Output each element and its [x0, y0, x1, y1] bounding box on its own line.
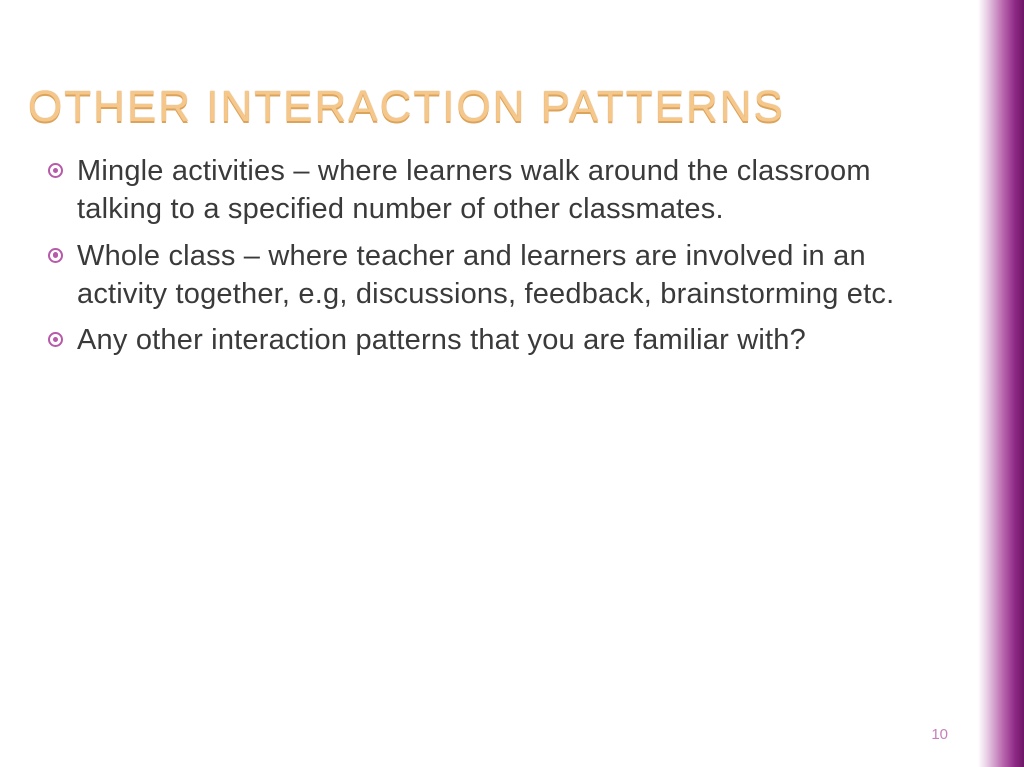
bullet-text: Whole class – where teacher and learners…: [77, 237, 928, 314]
page-number: 10: [931, 726, 948, 743]
bullet-text: Mingle activities – where learners walk …: [77, 152, 928, 229]
bullet-text: Any other interaction patterns that you …: [77, 321, 806, 359]
slide-title: OTHER INTERACTION PATTERNS: [28, 82, 785, 132]
list-item: Whole class – where teacher and learners…: [48, 237, 928, 314]
list-item: Mingle activities – where learners walk …: [48, 152, 928, 229]
slide-body: Mingle activities – where learners walk …: [48, 152, 928, 367]
bullet-icon: [48, 248, 63, 263]
bullet-icon: [48, 163, 63, 178]
bullet-icon: [48, 332, 63, 347]
side-accent-bar: [978, 0, 1024, 767]
list-item: Any other interaction patterns that you …: [48, 321, 928, 359]
slide: OTHER INTERACTION PATTERNS Mingle activi…: [0, 0, 1024, 767]
